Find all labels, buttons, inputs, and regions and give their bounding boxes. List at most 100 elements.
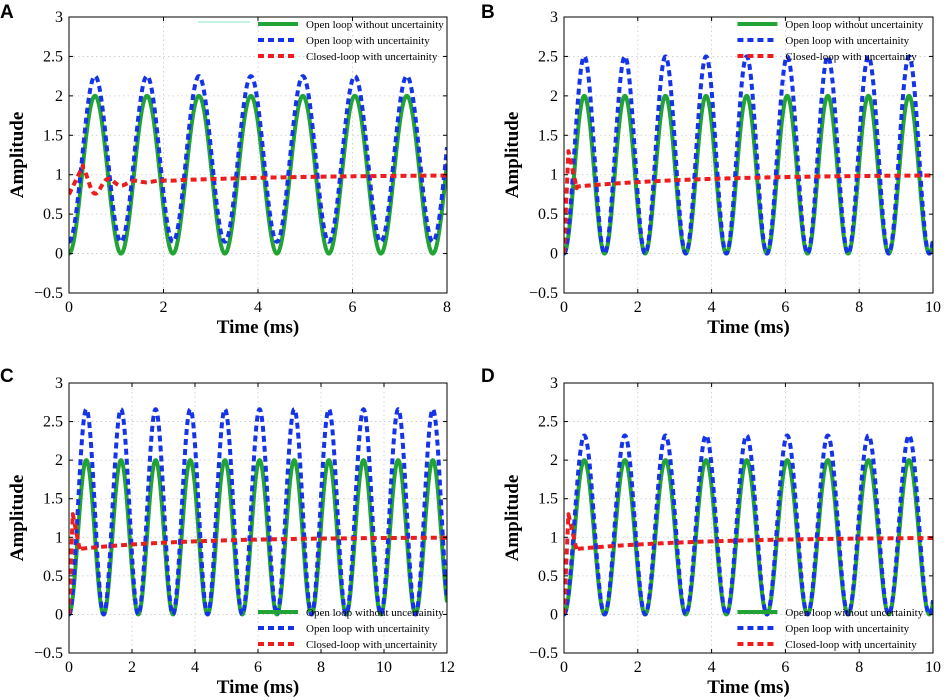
y-tick-label: 0 bbox=[550, 246, 558, 263]
x-tick-label: 8 bbox=[317, 659, 325, 676]
series-line-3 bbox=[564, 512, 933, 615]
y-tick-label: 0 bbox=[550, 606, 558, 623]
y-tick-label: 0.5 bbox=[43, 568, 63, 585]
y-axis-label: Amplitude bbox=[7, 112, 28, 199]
x-tick-label: 0 bbox=[560, 659, 568, 676]
legend-entry-2: Open loop with uncertainity bbox=[306, 623, 430, 635]
x-tick-label: 10 bbox=[925, 659, 941, 676]
y-tick-label: 0 bbox=[55, 246, 63, 263]
legend-entry-1: Open loop without uncertainity bbox=[306, 607, 444, 619]
legend: Open loop without uncertainity Open loop … bbox=[737, 607, 924, 651]
y-tick-label: 1 bbox=[55, 167, 63, 184]
y-tick-label: 1.5 bbox=[43, 491, 63, 508]
y-tick-label: −0.5 bbox=[529, 285, 558, 302]
y-tick-label: 2 bbox=[55, 452, 63, 469]
x-tick-label: 4 bbox=[191, 659, 199, 676]
series-line-1 bbox=[564, 458, 933, 617]
legend-entry-1: Open loop without uncertainity bbox=[785, 607, 923, 619]
y-tick-label: 3 bbox=[55, 375, 63, 392]
panel-letter: D bbox=[481, 366, 495, 387]
x-tick-label: 10 bbox=[925, 299, 941, 316]
series-line-2 bbox=[69, 74, 447, 244]
panel-letter: A bbox=[0, 2, 14, 23]
y-tick-label: 1 bbox=[55, 529, 63, 546]
legend-entry-1: Open loop without uncertainity bbox=[306, 19, 444, 31]
legend: Open loop without uncertainity Open loop … bbox=[198, 19, 444, 63]
y-tick-label: 1 bbox=[550, 167, 558, 184]
series-line-3 bbox=[69, 512, 447, 615]
y-tick-label: 1.5 bbox=[538, 491, 558, 508]
legend-entry-1: Open loop without uncertainity bbox=[785, 19, 923, 31]
series-line-2 bbox=[564, 54, 933, 256]
y-tick-label: 1.5 bbox=[43, 127, 63, 144]
y-tick-label: 0.5 bbox=[43, 206, 63, 223]
panel-letter: B bbox=[481, 2, 495, 23]
legend-entry-2: Open loop with uncertainity bbox=[785, 35, 909, 47]
series-line-3 bbox=[564, 149, 933, 254]
x-tick-label: 10 bbox=[376, 659, 392, 676]
series-line-1 bbox=[69, 93, 447, 256]
x-axis-label: Time (ms) bbox=[217, 677, 300, 698]
y-axis-label: Amplitude bbox=[502, 112, 523, 199]
x-tick-label: 2 bbox=[128, 659, 136, 676]
plot-frame bbox=[563, 382, 934, 654]
y-axis-label: Amplitude bbox=[7, 475, 28, 562]
y-tick-label: 3 bbox=[55, 9, 63, 26]
y-tick-label: 2 bbox=[55, 88, 63, 105]
x-tick-label: 0 bbox=[65, 659, 73, 676]
y-tick-label: −0.5 bbox=[529, 645, 558, 662]
x-tick-label: 6 bbox=[254, 659, 262, 676]
legend-entry-2: Open loop with uncertainity bbox=[306, 35, 430, 47]
y-tick-label: 1 bbox=[550, 529, 558, 546]
x-tick-label: 4 bbox=[254, 299, 262, 316]
series-line-3 bbox=[69, 163, 447, 197]
series-line-2 bbox=[564, 433, 933, 617]
y-tick-label: −0.5 bbox=[34, 285, 63, 302]
y-tick-label: 0 bbox=[55, 606, 63, 623]
y-tick-label: 0.5 bbox=[538, 206, 558, 223]
y-tick-label: 2.5 bbox=[43, 48, 63, 65]
x-tick-label: 6 bbox=[349, 299, 357, 316]
legend-entry-3: Closed-loop with uncertainity bbox=[785, 51, 917, 63]
x-axis-label: Time (ms) bbox=[707, 317, 790, 338]
plot-frame bbox=[563, 16, 934, 294]
x-tick-label: 2 bbox=[160, 299, 168, 316]
panel-letter: C bbox=[0, 366, 14, 387]
y-tick-label: 3 bbox=[550, 375, 558, 392]
legend: Open loop without uncertainity Open loop … bbox=[258, 607, 444, 651]
x-tick-label: 2 bbox=[634, 299, 642, 316]
x-tick-label: 0 bbox=[560, 299, 568, 316]
x-tick-label: 8 bbox=[443, 299, 451, 316]
y-tick-label: 3 bbox=[550, 9, 558, 26]
series-line-2 bbox=[69, 407, 447, 617]
x-tick-label: 6 bbox=[781, 659, 789, 676]
y-tick-label: 2.5 bbox=[538, 414, 558, 431]
legend-entry-3: Closed-loop with uncertainity bbox=[785, 639, 917, 651]
x-tick-label: 0 bbox=[65, 299, 73, 316]
y-tick-label: 2.5 bbox=[43, 414, 63, 431]
y-tick-label: 2 bbox=[550, 452, 558, 469]
x-tick-label: 2 bbox=[634, 659, 642, 676]
y-tick-label: 0.5 bbox=[538, 568, 558, 585]
x-tick-label: 4 bbox=[708, 659, 716, 676]
legend-entry-3: Closed-loop with uncertainity bbox=[306, 51, 438, 63]
y-tick-label: 2.5 bbox=[538, 48, 558, 65]
x-tick-label: 8 bbox=[855, 659, 863, 676]
legend-entry-3: Closed-loop with uncertainity bbox=[306, 639, 438, 651]
y-tick-label: −0.5 bbox=[34, 645, 63, 662]
x-axis-label: Time (ms) bbox=[217, 317, 300, 338]
legend: Open loop without uncertainity Open loop … bbox=[737, 19, 924, 63]
x-axis-label: Time (ms) bbox=[707, 677, 790, 698]
y-tick-label: 1.5 bbox=[538, 127, 558, 144]
series-line-1 bbox=[564, 93, 933, 256]
x-tick-label: 8 bbox=[855, 299, 863, 316]
y-axis-label: Amplitude bbox=[502, 475, 523, 562]
y-tick-label: 2 bbox=[550, 88, 558, 105]
x-tick-label: 6 bbox=[781, 299, 789, 316]
legend-entry-2: Open loop with uncertainity bbox=[785, 623, 909, 635]
